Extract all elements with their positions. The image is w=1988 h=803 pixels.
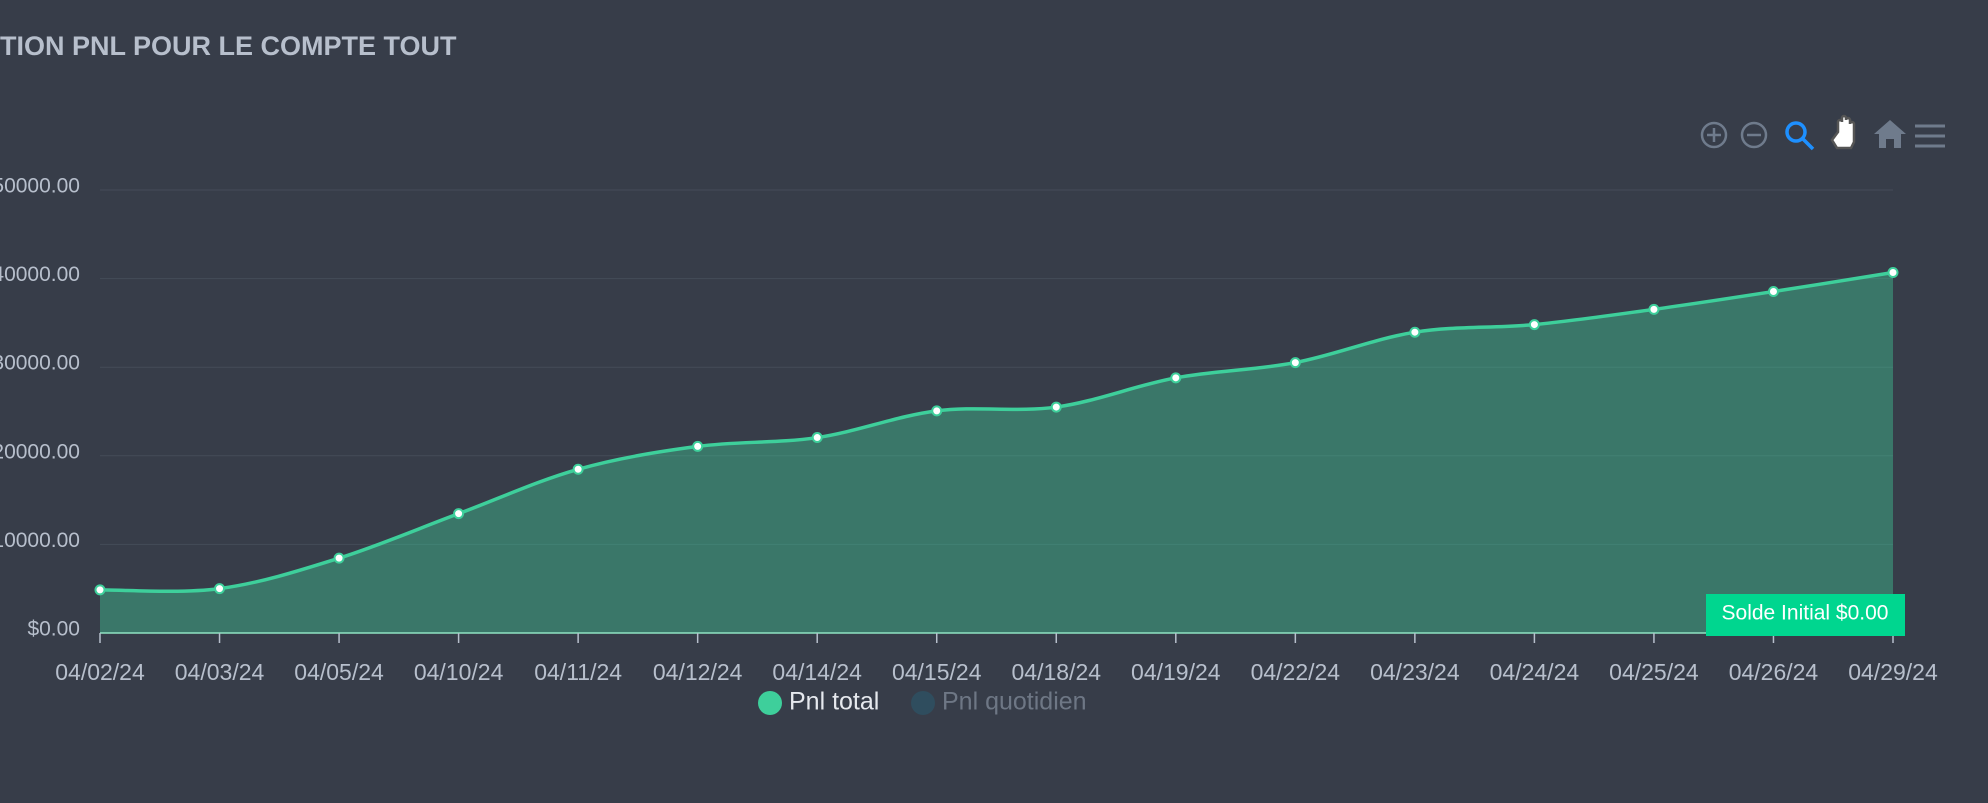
- x-tick-label: 04/22/24: [1251, 659, 1341, 685]
- selection-zoom-button[interactable]: [1785, 121, 1815, 151]
- x-tick-label: 04/05/24: [294, 659, 384, 685]
- data-point: [692, 440, 704, 452]
- reset-button[interactable]: [1874, 120, 1906, 148]
- x-tick-label: 04/03/24: [175, 659, 265, 685]
- data-point: [453, 508, 465, 520]
- zoom-out-button[interactable]: [1740, 121, 1768, 149]
- legend-label: Pnl total: [789, 688, 879, 716]
- data-point: [572, 463, 584, 475]
- x-tick-label: 04/11/24: [534, 659, 622, 685]
- legend-item[interactable]: Pnl quotidien: [911, 688, 1087, 716]
- x-tick-label: 04/15/24: [892, 659, 982, 685]
- data-point: [1648, 303, 1660, 315]
- x-tick-label: 04/25/24: [1609, 659, 1699, 685]
- data-point: [1528, 319, 1540, 331]
- x-tick-label: 04/26/24: [1729, 659, 1819, 685]
- data-point: [1170, 372, 1182, 384]
- x-tick-label: 04/12/24: [653, 659, 743, 685]
- chart-title: TION PNL POUR LE COMPTE TOUT: [0, 31, 457, 61]
- data-point: [1887, 266, 1899, 278]
- x-tick-label: 04/19/24: [1131, 659, 1221, 685]
- y-tick-label: $30000.00: [0, 352, 80, 375]
- data-point: [811, 432, 823, 444]
- y-tick-label: $40000.00: [0, 263, 80, 286]
- legend-marker: [758, 691, 782, 715]
- x-tick-label: 04/29/24: [1848, 659, 1938, 685]
- toolbar: [1700, 114, 1945, 151]
- menu-button[interactable]: [1915, 124, 1945, 148]
- legend-item[interactable]: Pnl total: [758, 688, 879, 716]
- y-tick-label: $0.00: [27, 618, 80, 641]
- x-tick-label: 04/23/24: [1370, 659, 1460, 685]
- data-point: [1050, 401, 1062, 413]
- line: [99, 270, 1894, 594]
- annotation-box: [1706, 594, 1905, 636]
- x-tick-label: 04/18/24: [1012, 659, 1102, 685]
- y-tick-label: $50000.00: [0, 175, 80, 198]
- x-tick-label: 04/14/24: [772, 659, 862, 685]
- data-point: [1767, 286, 1779, 298]
- area: [100, 272, 1893, 633]
- x-tick-label: 04/24/24: [1490, 659, 1580, 685]
- pan-button[interactable]: [1830, 114, 1856, 150]
- data-point: [94, 584, 106, 596]
- data-point: [214, 583, 226, 595]
- y-tick-label: $10000.00: [0, 529, 80, 552]
- data-point: [1289, 357, 1301, 369]
- data-point: [931, 405, 943, 417]
- x-tick-label: 04/10/24: [414, 659, 504, 685]
- annotation-label: Solde Initial $0.00: [1722, 602, 1889, 625]
- data-point: [333, 552, 345, 564]
- legend-label: Pnl quotidien: [942, 688, 1087, 716]
- zoom-in-button[interactable]: [1700, 121, 1728, 149]
- legend-marker: [911, 691, 935, 715]
- y-tick-label: $20000.00: [0, 440, 80, 463]
- data-point: [1409, 326, 1421, 338]
- x-tick-label: 04/02/24: [55, 659, 145, 685]
